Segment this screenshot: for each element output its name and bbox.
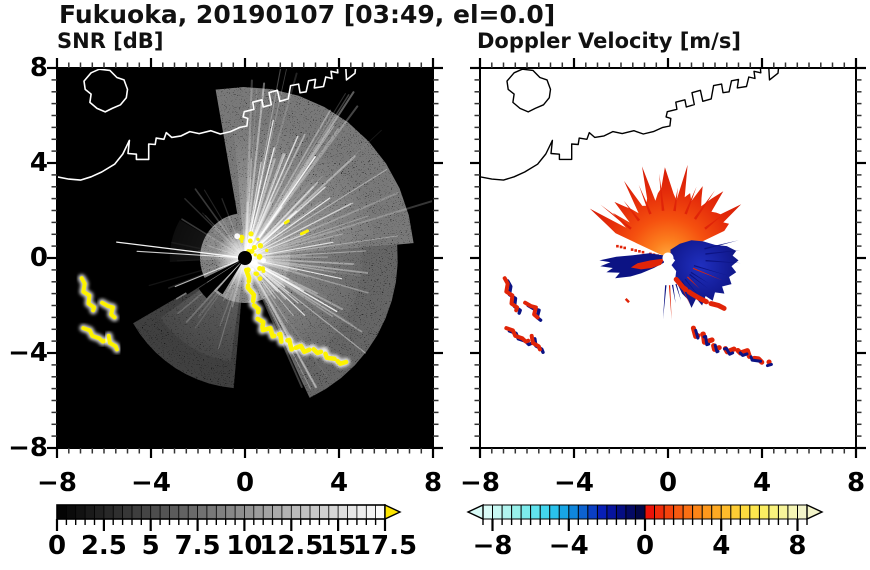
doppler-west-wedge-toward [599,253,666,279]
doppler-colorbar [466,503,824,531]
snr-colorbar-label: 2.5 [80,531,127,561]
snr-center-dot [238,251,252,265]
snr-panel-subtitle: SNR [dB] [57,29,164,53]
doppler-chain [690,325,773,368]
x-tick-label: 4 [752,468,772,498]
snr-axes [47,58,443,458]
doppler-colorbar-under-arrow [466,503,484,521]
doppler-panel-subtitle: Doppler Velocity [m/s] [477,29,741,53]
y-tick-label: −4 [8,338,48,368]
snr-colorbar-label: 10 [226,531,263,561]
doppler-panel [480,68,856,448]
x-tick-label: 0 [235,468,255,498]
x-tick-label: −8 [460,468,500,498]
snr-island-echoes [77,219,309,354]
doppler-fan-spikes [600,173,722,230]
snr-panel [57,68,433,448]
x-tick-label: 8 [846,468,866,498]
snr-colorbar-label: 7.5 [174,531,221,561]
figure-title: Fukuoka, 20190107 [03:49, el=0.0] [59,0,556,29]
x-tick-label: 8 [423,468,443,498]
x-tick-label: 0 [658,468,678,498]
doppler-west-wedge-away [630,258,665,270]
snr-colorbar-label: 12.5 [259,531,324,561]
snr-colorbar-over-arrow [384,503,402,521]
snr-colorbar-label: 15 [320,531,357,561]
x-tick-label: −4 [131,468,171,498]
doppler-colorbar-label: −4 [548,531,589,561]
doppler-axes [470,58,866,458]
snr-colorbar-label: 0 [47,531,67,561]
doppler-colorbar-label: −8 [472,531,513,561]
doppler-colorbar-label: 8 [788,531,807,561]
snr-colorbar [55,503,402,531]
x-tick-label: −4 [554,468,594,498]
x-tick-label: 4 [329,468,349,498]
y-tick-label: 4 [29,148,48,178]
y-tick-label: 8 [29,53,48,83]
doppler-away-fan [589,164,742,258]
doppler-sse-spikes [663,240,741,320]
doppler-colorbar-over-arrow [806,503,824,521]
snr-colorbar-label: 5 [141,531,160,561]
snr-colorbar-label: 17.5 [352,531,418,561]
doppler-colorbar-label: 0 [635,531,655,561]
doppler-center-hole [662,252,674,264]
snr-shadow-wedges [183,258,245,299]
doppler-colorbar-label: 4 [712,531,731,561]
doppler-island-echoes [502,276,545,354]
y-tick-label: 0 [29,243,48,273]
x-tick-label: −8 [37,468,77,498]
y-tick-label: −8 [8,433,48,463]
snr-high-echo-chain [242,265,351,368]
doppler-tiny-dash [624,298,630,304]
doppler-south-fringe [673,276,729,312]
